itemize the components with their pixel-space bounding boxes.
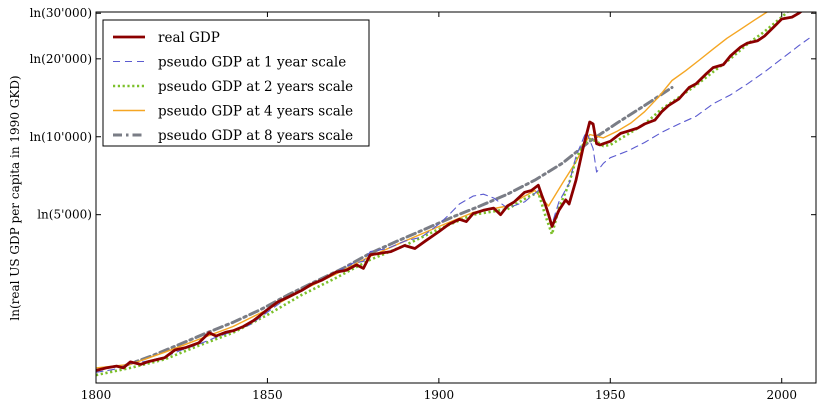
legend-label-4: pseudo GDP at 8 years scale	[158, 128, 353, 144]
y-tick-label: ln(20'000)	[30, 52, 92, 66]
x-tick-label: 2000	[766, 388, 797, 402]
legend-label-0: real GDP	[158, 30, 220, 46]
legend-box	[102, 19, 370, 147]
x-tick-label: 1950	[595, 388, 626, 402]
series-line-2	[96, 12, 790, 377]
series-layer	[96, 12, 815, 377]
y-axis-title: ln(real US GDP per capita in 1990 GKD)	[8, 75, 22, 320]
legend-label-1: pseudo GDP at 1 year scale	[158, 55, 346, 71]
x-tick-label: 1800	[81, 388, 112, 402]
y-tick-label: ln(30'000)	[30, 6, 92, 20]
plot-frame	[95, 11, 817, 384]
ticks-layer: 1800 1850 1900 1950 2000 ln(5'000) ln(10'000) l…	[30, 6, 816, 402]
x-tick-label: 1850	[252, 388, 283, 402]
legend-label-2: pseudo GDP at 2 years scale	[158, 79, 353, 95]
legend: real GDP pseudo GDP at 1 year scale pseudo…	[102, 19, 370, 147]
legend-label-3: pseudo GDP at 4 years scale	[158, 104, 353, 120]
y-tick-label: ln(10'000)	[30, 130, 92, 144]
y-tick-label: ln(5'000)	[37, 208, 92, 222]
series-line-0	[96, 12, 815, 372]
x-tick-label: 1900	[424, 388, 455, 402]
